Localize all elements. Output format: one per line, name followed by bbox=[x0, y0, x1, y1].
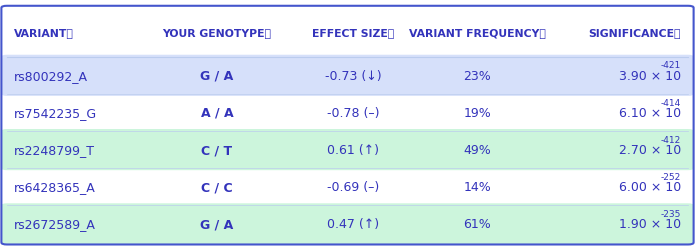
FancyBboxPatch shape bbox=[1, 56, 694, 96]
Text: 61%: 61% bbox=[464, 218, 491, 230]
Text: C / T: C / T bbox=[202, 144, 232, 156]
Text: -421: -421 bbox=[661, 61, 681, 70]
Text: -0.69 (–): -0.69 (–) bbox=[327, 180, 379, 194]
Text: -0.78 (–): -0.78 (–) bbox=[327, 106, 379, 120]
Text: A / A: A / A bbox=[201, 106, 233, 120]
Text: rs2248799_T: rs2248799_T bbox=[14, 144, 95, 156]
Text: -235: -235 bbox=[661, 209, 681, 218]
FancyBboxPatch shape bbox=[1, 204, 694, 244]
Text: 3.90 × 10: 3.90 × 10 bbox=[619, 70, 681, 82]
Text: 1.90 × 10: 1.90 × 10 bbox=[619, 218, 681, 230]
Text: rs800292_A: rs800292_A bbox=[14, 70, 88, 82]
Text: -252: -252 bbox=[661, 172, 681, 181]
Text: VARIANTⓘ: VARIANTⓘ bbox=[14, 28, 74, 38]
Text: 14%: 14% bbox=[464, 180, 491, 194]
Text: 0.47 (↑): 0.47 (↑) bbox=[327, 218, 379, 230]
Text: 6.10 × 10: 6.10 × 10 bbox=[619, 106, 681, 120]
Text: -412: -412 bbox=[661, 135, 681, 144]
Text: YOUR GENOTYPEⓘ: YOUR GENOTYPEⓘ bbox=[163, 28, 271, 38]
Text: G / A: G / A bbox=[200, 70, 234, 82]
Text: 23%: 23% bbox=[464, 70, 491, 82]
Text: 2.70 × 10: 2.70 × 10 bbox=[619, 144, 681, 156]
Text: -414: -414 bbox=[661, 98, 681, 107]
Text: 6.00 × 10: 6.00 × 10 bbox=[619, 180, 681, 194]
Text: rs6428365_A: rs6428365_A bbox=[14, 180, 96, 194]
Text: 19%: 19% bbox=[464, 106, 491, 120]
Text: SIGNIFICANCEⓘ: SIGNIFICANCEⓘ bbox=[589, 28, 681, 38]
Text: G / A: G / A bbox=[200, 218, 234, 230]
Text: 0.61 (↑): 0.61 (↑) bbox=[327, 144, 379, 156]
FancyBboxPatch shape bbox=[1, 130, 694, 170]
Text: rs2672589_A: rs2672589_A bbox=[14, 218, 96, 230]
Text: VARIANT FREQUENCYⓘ: VARIANT FREQUENCYⓘ bbox=[409, 28, 546, 38]
Text: C / C: C / C bbox=[201, 180, 233, 194]
Text: EFFECT SIZEⓘ: EFFECT SIZEⓘ bbox=[312, 28, 394, 38]
Text: rs7542235_G: rs7542235_G bbox=[14, 106, 97, 120]
Text: 49%: 49% bbox=[464, 144, 491, 156]
Text: -0.73 (↓): -0.73 (↓) bbox=[325, 70, 382, 82]
